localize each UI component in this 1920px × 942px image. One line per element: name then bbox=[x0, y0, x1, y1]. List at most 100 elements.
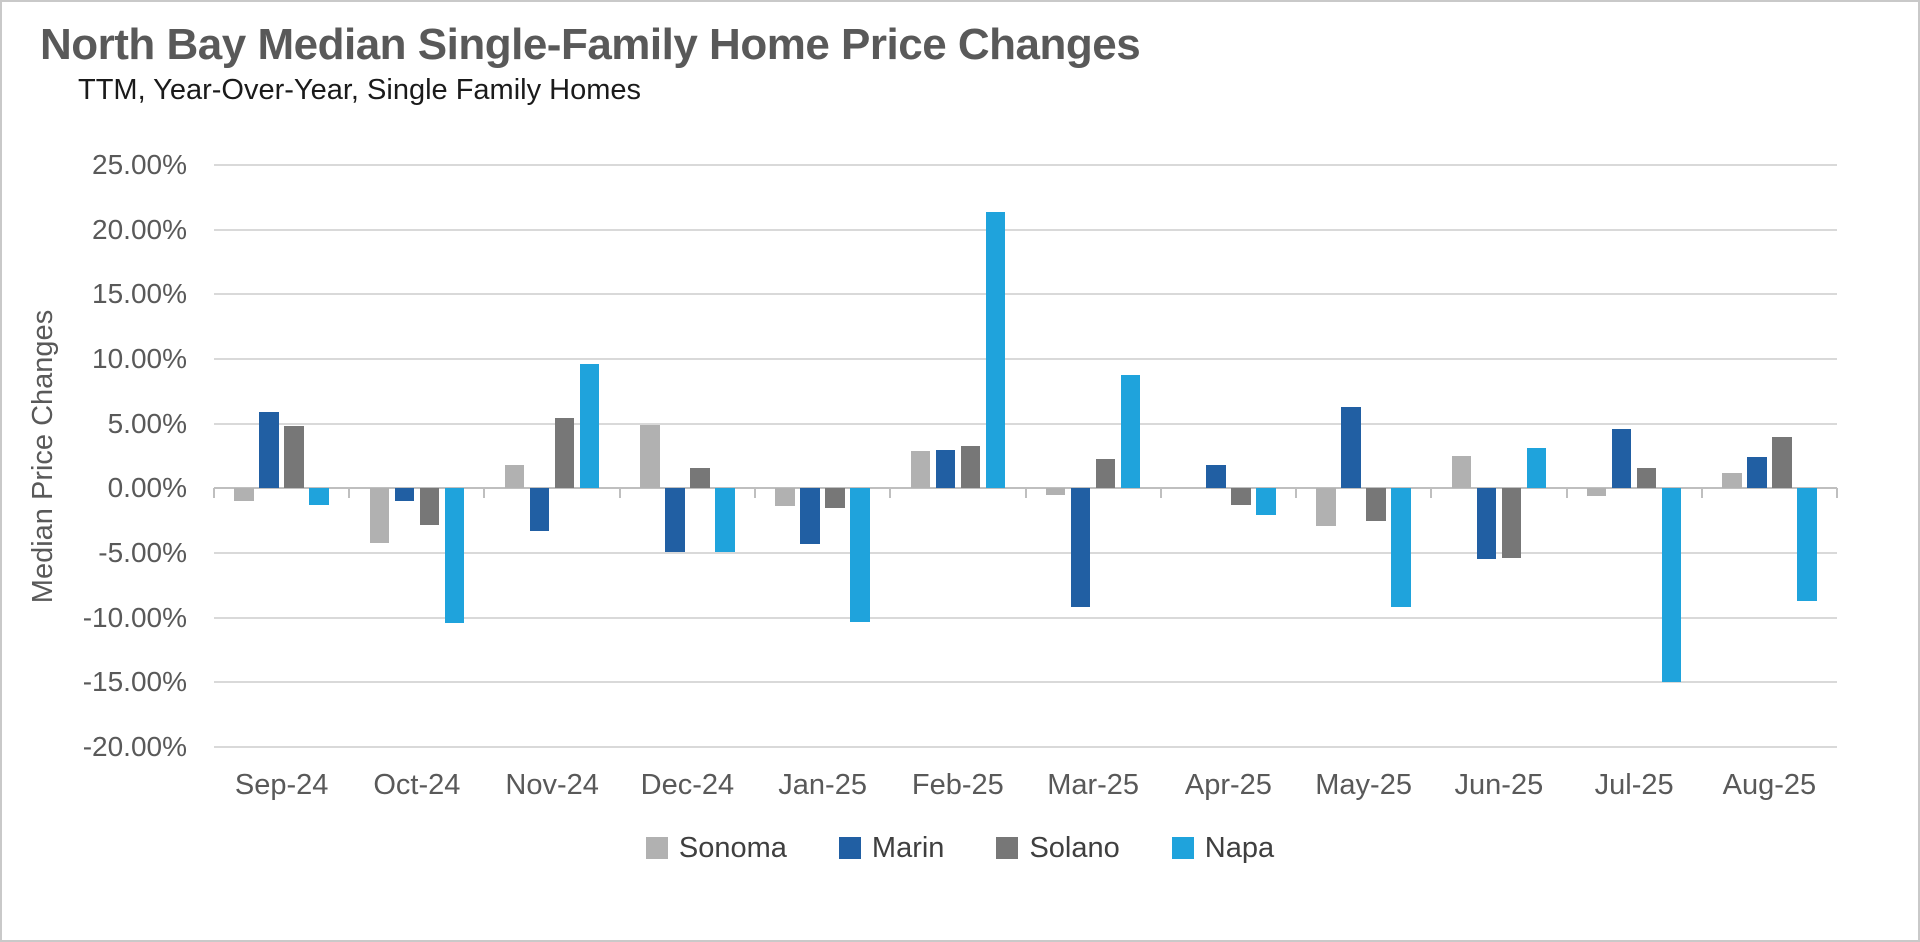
bar-solano-dec-24 bbox=[690, 467, 710, 489]
bar-solano-jun-25 bbox=[1501, 488, 1522, 559]
bar-solano-sep-24 bbox=[284, 426, 304, 489]
bar-napa-jun-25 bbox=[1526, 448, 1547, 489]
bar-marin-dec-24 bbox=[665, 488, 685, 552]
axis-tick bbox=[483, 488, 486, 499]
bar-solano-oct-24 bbox=[419, 488, 440, 525]
legend-label-sonoma: Sonoma bbox=[678, 831, 787, 864]
bar-sonoma-aug-25 bbox=[1722, 472, 1742, 489]
gridline bbox=[214, 551, 1837, 554]
axis-tick bbox=[1700, 488, 1703, 499]
bar-napa-mar-25 bbox=[1120, 374, 1141, 489]
axis-tick bbox=[618, 488, 621, 499]
legend: Sonoma Marin Solano Napa bbox=[2, 828, 1918, 868]
axis-tick bbox=[1430, 488, 1433, 499]
legend-label-marin: Marin bbox=[871, 831, 945, 864]
legend-label-solano: Solano bbox=[1029, 831, 1120, 864]
x-axis-label: Jan-25 bbox=[778, 769, 867, 801]
gridline bbox=[214, 164, 1837, 166]
x-axis-label: Dec-24 bbox=[640, 769, 735, 801]
bar-marin-oct-24 bbox=[394, 488, 415, 502]
bar-solano-jan-25 bbox=[825, 488, 845, 508]
bar-sonoma-sep-24 bbox=[234, 488, 254, 502]
bar-marin-jan-25 bbox=[800, 488, 820, 544]
axis-tick bbox=[1024, 488, 1027, 499]
bar-napa-jan-25 bbox=[850, 488, 870, 622]
axis-tick bbox=[1159, 488, 1162, 499]
x-axis-label: Jun-25 bbox=[1454, 769, 1544, 801]
x-axis-label: Nov-24 bbox=[505, 769, 599, 801]
bar-marin-apr-25 bbox=[1206, 465, 1226, 489]
bar-marin-mar-25 bbox=[1070, 488, 1091, 608]
gridline bbox=[214, 228, 1837, 231]
bar-solano-may-25 bbox=[1366, 488, 1386, 521]
y-axis-title: Median Price Changes bbox=[24, 165, 64, 747]
bar-solano-apr-25 bbox=[1231, 488, 1251, 506]
gridline bbox=[214, 357, 1837, 360]
bar-solano-mar-25 bbox=[1095, 458, 1116, 489]
axis-tick bbox=[889, 488, 892, 499]
x-axis-label: Feb-25 bbox=[911, 769, 1004, 801]
bar-marin-aug-25 bbox=[1747, 457, 1767, 489]
bar-napa-feb-25 bbox=[985, 211, 1006, 489]
legend-swatch-marin bbox=[838, 837, 861, 859]
bar-sonoma-jul-25 bbox=[1586, 488, 1607, 497]
y-axis-tick-label: 10.00% bbox=[92, 343, 187, 374]
x-axis-label: Aug-25 bbox=[1722, 769, 1817, 801]
bar-marin-jul-25 bbox=[1611, 428, 1632, 489]
bar-solano-jul-25 bbox=[1636, 467, 1657, 489]
x-axis-label: Sep-24 bbox=[234, 769, 329, 801]
y-axis-tick-label: 25.00% bbox=[92, 149, 187, 180]
gridline bbox=[214, 746, 1837, 748]
axis-tick bbox=[213, 488, 215, 499]
y-axis-tick-label: 0.00% bbox=[107, 472, 187, 504]
axis-tick bbox=[1836, 488, 1838, 499]
gridline bbox=[214, 616, 1837, 619]
plot-area: Sep-24 Oct-24 Nov-24 Dec-24 Jan-25 Feb-25 Mar-… bbox=[213, 164, 1838, 801]
legend-swatch-solano bbox=[996, 837, 1019, 859]
legend-item-napa: Napa bbox=[1171, 831, 1275, 865]
bar-sonoma-may-25 bbox=[1316, 488, 1336, 526]
bar-sonoma-feb-25 bbox=[910, 450, 931, 489]
axis-tick bbox=[1565, 488, 1568, 499]
legend-label-napa: Napa bbox=[1204, 831, 1275, 864]
axis-tick bbox=[753, 488, 756, 499]
chart-title: North Bay Median Single-Family Home Pric… bbox=[40, 20, 1141, 69]
bar-sonoma-dec-24 bbox=[640, 424, 660, 489]
bar-napa-oct-24 bbox=[444, 488, 465, 623]
x-axis-label: Apr-25 bbox=[1184, 769, 1272, 801]
bar-napa-sep-24 bbox=[309, 488, 329, 506]
axis-tick bbox=[1294, 488, 1297, 499]
legend-swatch-sonoma bbox=[645, 837, 668, 859]
y-axis-tick-label: -5.00% bbox=[98, 537, 187, 568]
legend-swatch-napa bbox=[1171, 837, 1194, 859]
bar-sonoma-oct-24 bbox=[369, 488, 390, 543]
bar-marin-nov-24 bbox=[529, 488, 550, 531]
bar-solano-feb-25 bbox=[960, 445, 981, 489]
y-axis-tick-label: 15.00% bbox=[92, 278, 187, 310]
y-axis-tick-label: -10.00% bbox=[82, 601, 187, 633]
bar-marin-jun-25 bbox=[1476, 488, 1497, 560]
bar-sonoma-jun-25 bbox=[1451, 456, 1472, 489]
y-axis-tick-label: 5.00% bbox=[107, 407, 187, 439]
gridline bbox=[214, 422, 1837, 425]
bar-napa-jul-25 bbox=[1661, 488, 1682, 683]
legend-item-solano: Solano bbox=[996, 831, 1120, 865]
legend-item-marin: Marin bbox=[838, 831, 945, 865]
bar-napa-apr-25 bbox=[1256, 488, 1276, 516]
legend-item-sonoma: Sonoma bbox=[645, 831, 787, 865]
x-axis-label: Oct-24 bbox=[373, 769, 461, 801]
x-axis-label: Mar-25 bbox=[1047, 769, 1140, 801]
bar-marin-feb-25 bbox=[935, 449, 956, 489]
y-axis-tick-label: 20.00% bbox=[92, 213, 187, 245]
x-axis-label: Jul-25 bbox=[1594, 769, 1674, 801]
y-axis-tick-label: -15.00% bbox=[82, 666, 187, 698]
bar-napa-may-25 bbox=[1391, 488, 1411, 608]
gridline bbox=[214, 293, 1837, 296]
bar-sonoma-mar-25 bbox=[1045, 488, 1066, 495]
gridline bbox=[214, 681, 1837, 684]
bar-napa-aug-25 bbox=[1797, 488, 1817, 601]
x-axis-label: May-25 bbox=[1315, 769, 1412, 801]
bar-sonoma-jan-25 bbox=[775, 488, 795, 507]
bar-marin-sep-24 bbox=[259, 412, 279, 489]
